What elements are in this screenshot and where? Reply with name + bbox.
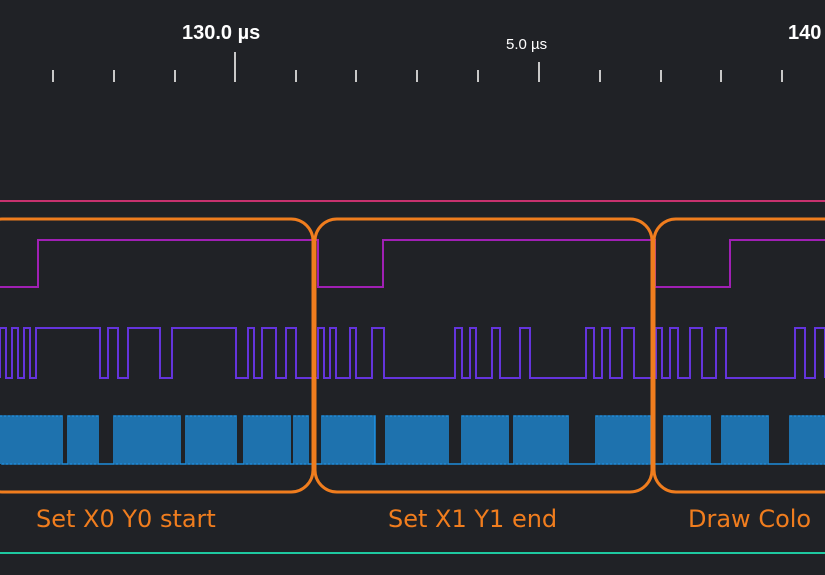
segment-box-2[interactable] (313, 217, 654, 494)
ruler-tick (355, 70, 357, 82)
protocol-segment-boxes (0, 217, 825, 494)
segment-label-2: Set X1 Y1 end (388, 505, 558, 533)
segment-box-1[interactable] (0, 217, 315, 494)
channel-2-waveform (0, 327, 825, 379)
time-label-130us: 130.0 µs (182, 22, 261, 44)
ruler-tick (113, 70, 115, 82)
time-label-140us: 140 (788, 22, 822, 44)
ruler-tick (781, 70, 783, 82)
channel-3-waveform (0, 415, 825, 465)
channel-1-waveform (0, 239, 825, 288)
ruler-tick (599, 70, 601, 82)
time-scale-label: 5.0 µs (506, 36, 548, 53)
segment-label-3: Draw Colo (688, 505, 812, 533)
ruler-tick (52, 70, 54, 82)
segment-box-3[interactable] (652, 217, 825, 494)
segment-label-1: Set X0 Y0 start (36, 505, 216, 533)
ruler-tick-major (234, 52, 236, 82)
ruler-tick (477, 70, 479, 82)
ruler-tick (660, 70, 662, 82)
ruler-tick (174, 70, 176, 82)
ruler-tick-mid (538, 62, 540, 82)
ruler-tick (720, 70, 722, 82)
ruler-tick (295, 70, 297, 82)
ruler-tick (416, 70, 418, 82)
time-ruler[interactable]: 130.0 µs 5.0 µs 140 (0, 0, 825, 100)
